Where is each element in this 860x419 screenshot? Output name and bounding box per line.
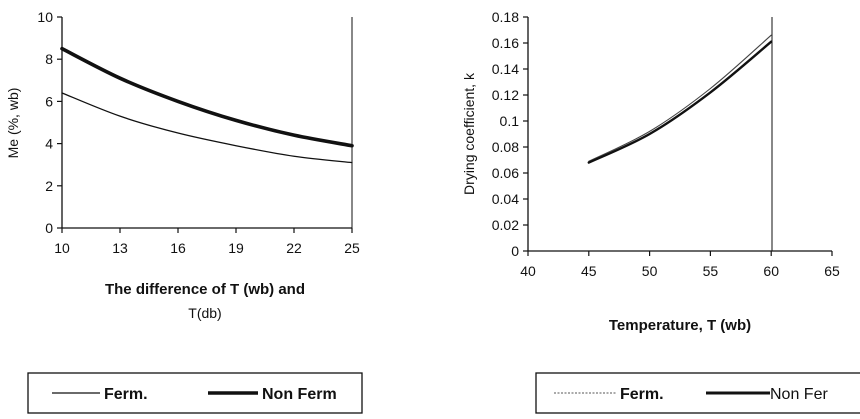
chart1-y-tick-label: 0.06 [492, 165, 519, 181]
chart1-y-axis-label: Drying coefficient, k [461, 72, 477, 195]
chart0-y-tick-label: 8 [45, 51, 53, 67]
chart0-series-line-nonferm [60, 46, 354, 148]
chart1-y-tick-label: 0.04 [492, 191, 519, 207]
chart1-y-tick-label: 0.16 [492, 35, 519, 51]
chart-drying-coefficient: 0 0.02 0.04 0.06 0.08 0.1 0.12 0.14 0.16 0.18 40 4… [461, 9, 860, 414]
chart0-x-axis-label-line2: T(db) [188, 305, 221, 321]
chart1-y-tick-label: 0.14 [492, 61, 519, 77]
chart1-y-tick-label: 0.1 [500, 113, 520, 129]
chart1-x-tick-label: 55 [703, 263, 719, 279]
chart1-legend-ferm-label: Ferm. [620, 386, 664, 403]
chart0-y-tick-label: 10 [37, 9, 53, 25]
chart0-x-axis-label: The difference of T (wb) and [105, 281, 305, 298]
chart0-x-tick-label: 10 [54, 240, 70, 256]
chart0-legend-nonferm-label: Non Ferm [262, 386, 337, 403]
chart0-y-tick-label: 4 [45, 136, 53, 152]
chart0-x-tick-label: 25 [344, 240, 360, 256]
chart0-legend-ferm-label: Ferm. [104, 386, 148, 403]
chart1-x-tick-label: 45 [581, 263, 597, 279]
chart0-y-tick-label: 2 [45, 178, 53, 194]
chart1-y-tick-label: 0.08 [492, 139, 519, 155]
chart0-y-tick-label: 0 [45, 220, 53, 236]
chart1-x-axis-label: Temperature, T (wb) [609, 317, 751, 334]
chart1-x-tick-label: 65 [824, 263, 840, 279]
chart1-series-line-nonferm [587, 40, 773, 164]
chart1-legend-nonferm-label: Non Fer [770, 386, 828, 403]
chart1-y-tick-label: 0.12 [492, 87, 519, 103]
chart1-y-tick-label: 0.18 [492, 9, 519, 25]
chart1-x-tick-label: 60 [763, 263, 779, 279]
chart-equilibrium-moisture: 0 2 4 6 8 10 10 13 16 19 22 25 Me (%, wb) The diff… [5, 9, 363, 414]
chart0-y-tick-label: 6 [45, 93, 53, 109]
chart1-y-tick-label: 0 [511, 243, 519, 259]
chart0-x-tick-label: 13 [112, 240, 128, 256]
chart1-x-tick-label: 40 [520, 263, 536, 279]
chart1-series-line-ferm [588, 34, 772, 162]
chart0-x-tick-label: 16 [170, 240, 186, 256]
chart0-x-tick-label: 22 [286, 240, 302, 256]
chart0-y-axis-label: Me (%, wb) [5, 88, 21, 159]
chart1-x-tick-label: 50 [642, 263, 658, 279]
chart0-x-tick-label: 19 [228, 240, 244, 256]
chart1-y-tick-label: 0.02 [492, 217, 519, 233]
chart0-series-line-ferm [61, 92, 353, 164]
